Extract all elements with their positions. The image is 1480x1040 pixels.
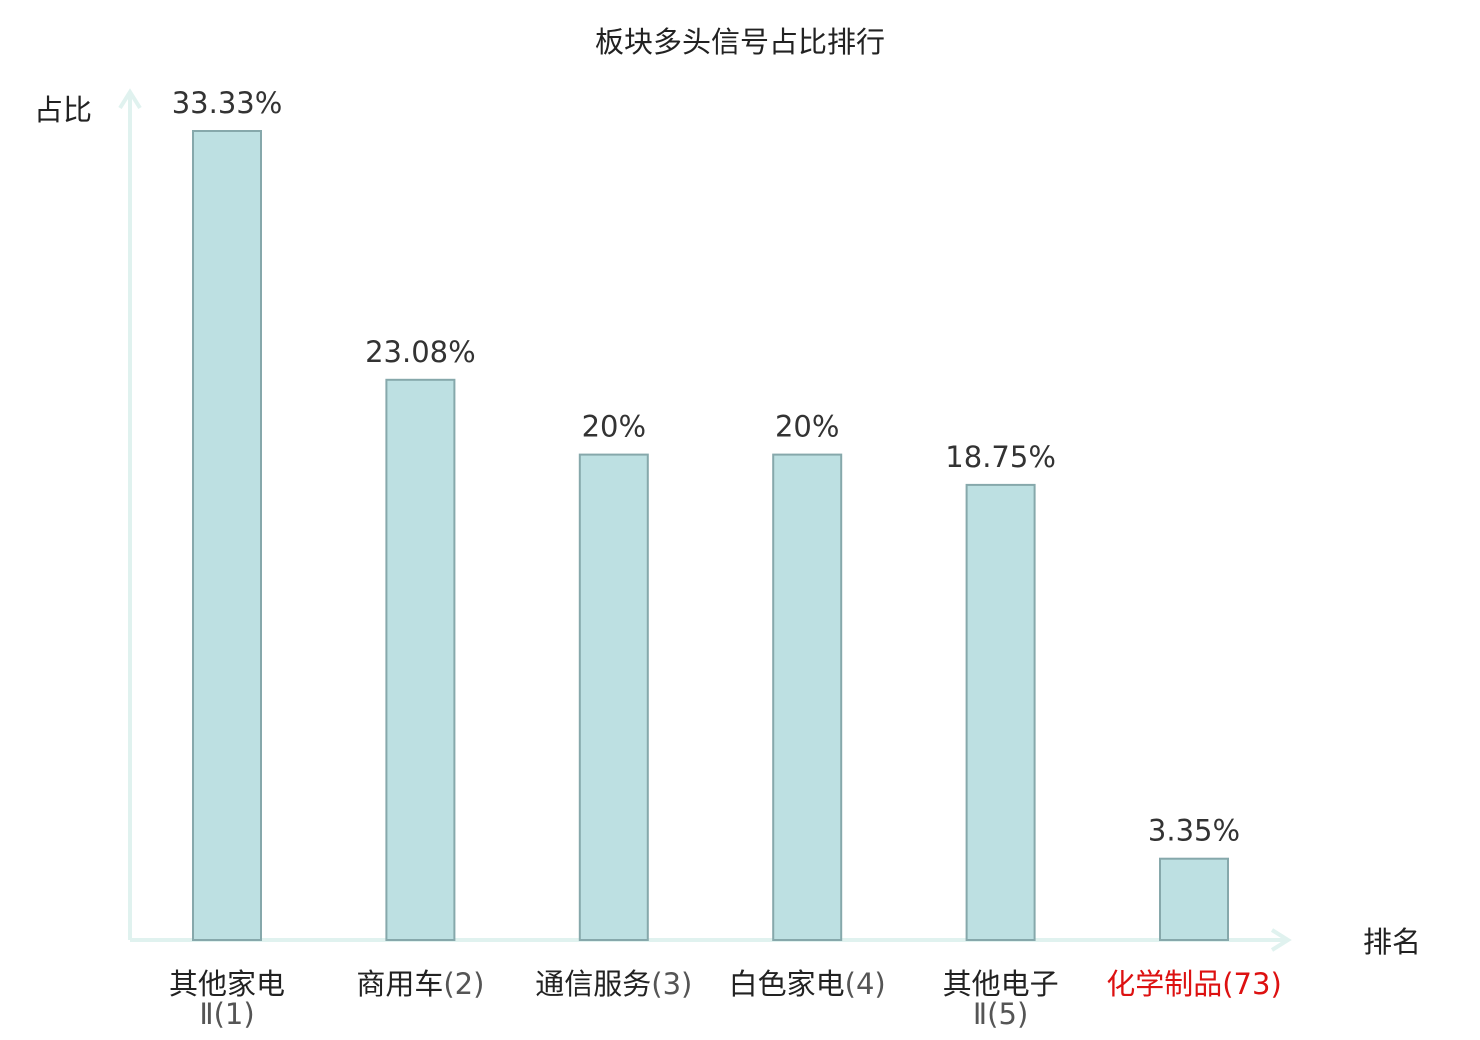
category-rank-3: (3)	[651, 967, 692, 1001]
y-axis-arrow	[118, 88, 142, 110]
category-name-4: 白色家电	[729, 967, 845, 1001]
category-rank-1: Ⅱ(1)	[199, 997, 254, 1031]
y-axis-title: 占比	[34, 93, 92, 127]
category-rank-6: (73)	[1222, 967, 1282, 1001]
category-label-6: 化学制品(73)	[1106, 967, 1282, 1001]
value-label-2: 23.08%	[365, 335, 476, 369]
axes	[118, 88, 1292, 952]
bar-1	[192, 130, 262, 941]
value-label-6: 3.35%	[1148, 814, 1240, 848]
x-axis-title: 排名	[1363, 925, 1421, 959]
bar-5	[965, 483, 1036, 941]
category-name-3: 通信服务	[535, 967, 651, 1001]
x-axis-arrow	[1270, 928, 1292, 952]
chart-title: 板块多头信号占比排行	[595, 25, 885, 59]
bar-3	[578, 453, 649, 941]
bar-2	[385, 378, 456, 941]
category-label-5: 其他电子	[943, 967, 1059, 1001]
value-labels-group: 33.33% 23.08% 20% 20% 18.75% 3.35%	[172, 86, 1240, 848]
category-label-2: 商用车(2)	[356, 967, 484, 1001]
category-label-4: 白色家电(4)	[729, 967, 886, 1001]
bar-4	[772, 453, 843, 941]
category-rank-2: (2)	[443, 967, 484, 1001]
category-label-1: 其他家电	[169, 967, 285, 1001]
bars-group	[192, 130, 1229, 942]
category-rank-5: Ⅱ(5)	[973, 997, 1028, 1031]
category-name-2: 商用车	[356, 967, 443, 1001]
value-label-1: 33.33%	[172, 86, 283, 120]
value-label-3: 20%	[582, 410, 646, 444]
category-label-3: 通信服务(3)	[535, 967, 692, 1001]
value-label-4: 20%	[775, 410, 839, 444]
value-label-5: 18.75%	[945, 440, 1056, 474]
category-name-6: 化学制品	[1106, 967, 1222, 1001]
category-rank-4: (4)	[845, 967, 886, 1001]
bar-6	[1159, 857, 1229, 942]
